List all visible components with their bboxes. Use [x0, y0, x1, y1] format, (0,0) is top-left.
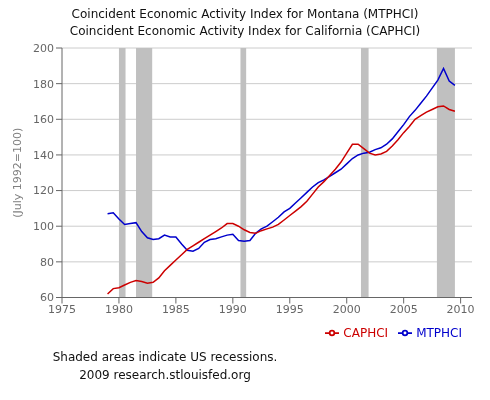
svg-text:1990: 1990 [219, 303, 247, 316]
html-text:2009 research.stlouisfed.org: 2009 research.stlouisfed.org [79, 368, 251, 382]
svg-text:100: 100 [33, 220, 54, 233]
svg-text:200: 200 [33, 42, 54, 55]
svg-text:160: 160 [33, 113, 54, 126]
html-text:Coincident Economic Activity I: Coincident Economic Activity Index for C… [69, 24, 421, 38]
svg-text:2000: 2000 [333, 303, 361, 316]
svg-text:60: 60 [40, 291, 54, 304]
svg-text:140: 140 [33, 149, 54, 162]
svg-text:1980: 1980 [105, 303, 133, 316]
html-text:MTPHCI: MTPHCI [416, 325, 462, 340]
svg-text:120: 120 [33, 184, 54, 197]
svg-text:(July 1992=100): (July 1992=100) [11, 128, 24, 218]
svg-text:1995: 1995 [276, 303, 304, 316]
svg-text:1985: 1985 [162, 303, 190, 316]
html-text:Shaded areas indicate US reces: Shaded areas indicate US recessions. [52, 350, 278, 364]
html-text:CAPHCI: CAPHCI [343, 325, 389, 340]
svg-text:2005: 2005 [390, 303, 418, 316]
svg-text:1975: 1975 [48, 303, 76, 316]
svg-text:2010: 2010 [447, 303, 475, 316]
svg-text:80: 80 [40, 256, 54, 269]
svg-text:180: 180 [33, 78, 54, 91]
html-text:Coincident Economic Activity I: Coincident Economic Activity Index for M… [71, 7, 419, 21]
